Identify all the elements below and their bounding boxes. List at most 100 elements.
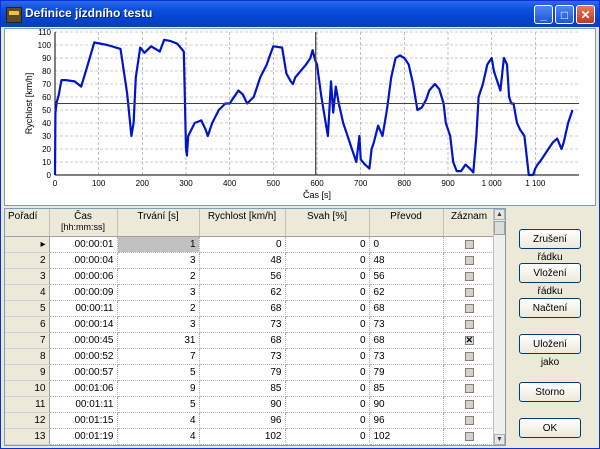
zaznam-checkbox[interactable] — [464, 431, 474, 441]
title-bar[interactable]: Definice jízdního testu _ □ ✕ — [1, 1, 599, 27]
cell-svah[interactable]: 0 — [285, 364, 370, 381]
cell-cas[interactable]: 00:00:04 — [49, 252, 118, 269]
save-as-button[interactable]: Uložení jako — [519, 334, 581, 368]
cell-trvani[interactable]: 7 — [117, 348, 200, 365]
table-row[interactable]: 3 00:00:06 2 56 0 56 — [5, 268, 496, 285]
cell-rychlost[interactable]: 85 — [199, 380, 286, 397]
row-index[interactable]: 12 — [5, 412, 50, 429]
row-index[interactable]: 4 — [5, 284, 50, 301]
cell-trvani[interactable]: 3 — [117, 316, 200, 333]
cell-trvani[interactable]: 3 — [117, 252, 200, 269]
cell-svah[interactable]: 0 — [285, 412, 370, 429]
row-index[interactable]: 7 — [5, 332, 50, 349]
cell-zaznam[interactable]: ✕ — [443, 444, 496, 445]
zaznam-checkbox[interactable] — [464, 367, 474, 377]
cell-trvani[interactable]: 1 — [117, 236, 200, 253]
cell-cas[interactable]: 00:00:11 — [49, 300, 118, 317]
table-row[interactable]: 6 00:00:14 3 73 0 73 — [5, 316, 496, 333]
zaznam-checkbox[interactable] — [464, 271, 474, 281]
cell-zaznam[interactable] — [443, 236, 496, 253]
row-index[interactable]: 5 — [5, 300, 50, 317]
table-row[interactable]: 9 00:00:57 5 79 0 79 — [5, 364, 496, 381]
cell-cas[interactable]: 00:00:06 — [49, 268, 118, 285]
zaznam-checkbox[interactable] — [464, 239, 474, 249]
row-index[interactable]: ▸ — [5, 236, 50, 253]
row-index[interactable]: 2 — [5, 252, 50, 269]
load-button[interactable]: Načtení — [519, 298, 581, 318]
zaznam-checkbox[interactable] — [464, 383, 474, 393]
cell-trvani[interactable]: 31 — [117, 332, 200, 349]
table-row[interactable]: ▸ 00:00:01 1 0 0 0 — [5, 236, 496, 253]
cell-prevod[interactable]: 68 — [369, 332, 444, 349]
row-index[interactable]: 9 — [5, 364, 50, 381]
scroll-down-icon[interactable]: ▼ — [494, 434, 505, 445]
cell-prevod[interactable]: 56 — [369, 268, 444, 285]
cell-rychlost[interactable]: 73 — [199, 316, 286, 333]
cell-rychlost[interactable]: 48 — [199, 252, 286, 269]
cell-svah[interactable]: 0 — [285, 316, 370, 333]
cell-svah[interactable]: 0 — [285, 348, 370, 365]
cell-cas[interactable]: 00:01:15 — [49, 412, 118, 429]
cell-svah[interactable]: 0 — [285, 396, 370, 413]
cell-trvani[interactable]: 4 — [117, 428, 200, 445]
cell-zaznam[interactable] — [443, 428, 496, 445]
zaznam-checkbox[interactable] — [464, 399, 474, 409]
cell-rychlost[interactable]: 79 — [199, 364, 286, 381]
cell-cas[interactable]: 00:01:06 — [49, 380, 118, 397]
table-row[interactable]: 13 00:01:19 4 102 0 102 — [5, 428, 496, 445]
cell-trvani[interactable]: 5 — [117, 396, 200, 413]
cell-prevod[interactable]: 85 — [369, 380, 444, 397]
zaznam-checkbox[interactable] — [464, 287, 474, 297]
cell-zaznam[interactable] — [443, 316, 496, 333]
table-row[interactable]: 10 00:01:06 9 85 0 85 — [5, 380, 496, 397]
table-row[interactable]: 5 00:00:11 2 68 0 68 — [5, 300, 496, 317]
cell-rychlost[interactable]: 96 — [199, 444, 286, 445]
insert-row-button[interactable]: Vložení řádku — [519, 263, 581, 297]
cell-svah[interactable]: 0 — [285, 252, 370, 269]
close-button[interactable]: ✕ — [576, 5, 595, 24]
cell-rychlost[interactable]: 102 — [199, 428, 286, 445]
cell-trvani[interactable]: 5 — [117, 364, 200, 381]
row-index[interactable]: 6 — [5, 316, 50, 333]
header-trvani[interactable]: Trvání [s] — [117, 209, 200, 237]
cell-prevod[interactable]: 96 — [369, 412, 444, 429]
row-index[interactable]: 13 — [5, 428, 50, 445]
cell-trvani[interactable]: 82 — [117, 444, 200, 445]
cell-prevod[interactable]: 68 — [369, 300, 444, 317]
cell-prevod[interactable]: 0 — [369, 236, 444, 253]
header-rychlost[interactable]: Rychlost [km/h] — [199, 209, 286, 237]
header-prevod[interactable]: Převod — [369, 209, 444, 237]
cell-prevod[interactable]: 48 — [369, 252, 444, 269]
cell-zaznam[interactable] — [443, 268, 496, 285]
row-index[interactable]: 14 — [5, 444, 50, 445]
cell-prevod[interactable]: 102 — [369, 428, 444, 445]
minimize-button[interactable]: _ — [534, 5, 553, 24]
cell-rychlost[interactable]: 68 — [199, 300, 286, 317]
row-index[interactable]: 10 — [5, 380, 50, 397]
cell-zaznam[interactable]: ✕ — [443, 332, 496, 349]
cell-svah[interactable]: 0 — [285, 300, 370, 317]
zaznam-checkbox[interactable]: ✕ — [464, 334, 474, 345]
row-index[interactable]: 8 — [5, 348, 50, 365]
cell-zaznam[interactable] — [443, 380, 496, 397]
table-row[interactable]: 11 00:01:11 5 90 0 90 — [5, 396, 496, 413]
cell-trvani[interactable]: 9 — [117, 380, 200, 397]
header-zaznam[interactable]: Záznam — [443, 209, 496, 237]
table-row[interactable]: 8 00:00:52 7 73 0 73 — [5, 348, 496, 365]
zaznam-checkbox[interactable] — [464, 351, 474, 361]
cell-zaznam[interactable] — [443, 364, 496, 381]
cell-prevod[interactable]: 79 — [369, 364, 444, 381]
cancel-button[interactable]: Storno — [519, 382, 581, 402]
zaznam-checkbox[interactable] — [464, 415, 474, 425]
cell-cas[interactable]: 00:01:19 — [49, 428, 118, 445]
scroll-up-icon[interactable]: ▲ — [494, 209, 505, 220]
cell-zaznam[interactable] — [443, 396, 496, 413]
cell-cas[interactable]: 00:00:57 — [49, 364, 118, 381]
cell-svah[interactable]: 0 — [285, 332, 370, 349]
cell-prevod[interactable]: 73 — [369, 316, 444, 333]
cell-cas[interactable]: 00:01:11 — [49, 396, 118, 413]
cell-rychlost[interactable]: 62 — [199, 284, 286, 301]
row-index[interactable]: 11 — [5, 396, 50, 413]
table-row[interactable]: 2 00:00:04 3 48 0 48 — [5, 252, 496, 269]
cell-prevod[interactable]: 96 — [369, 444, 444, 445]
